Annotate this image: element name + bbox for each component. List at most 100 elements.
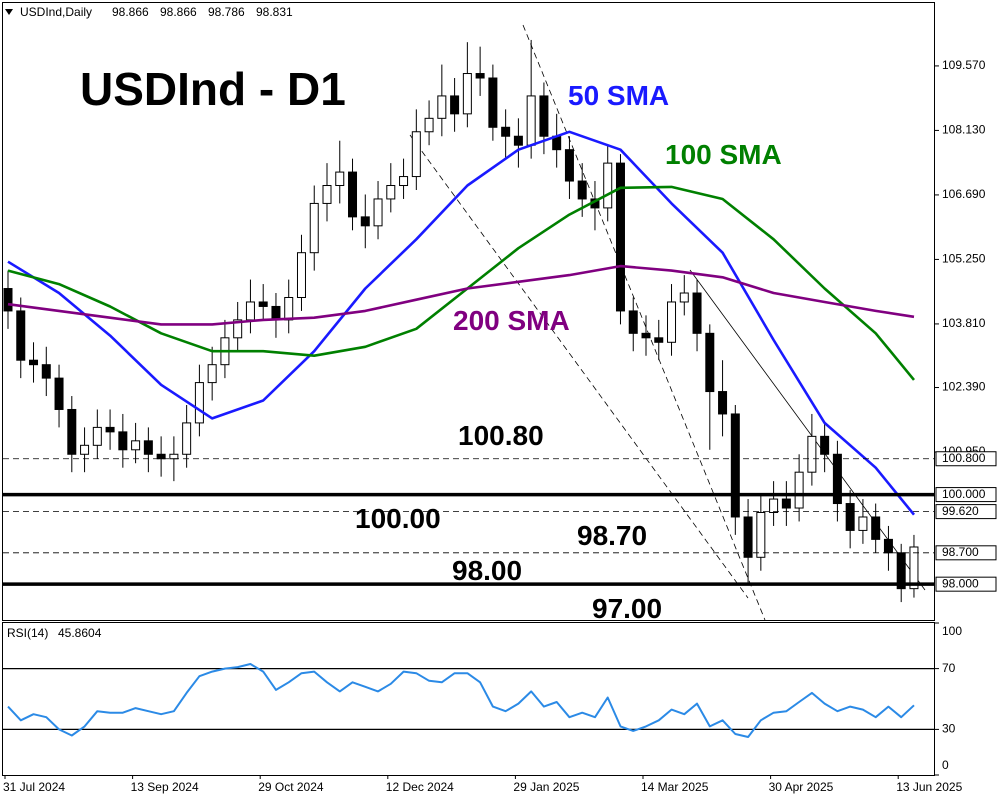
x-tick-label: 29 Oct 2024 <box>258 780 324 794</box>
candle-body <box>143 440 153 455</box>
candle-body <box>832 453 842 505</box>
candle-body <box>641 332 651 339</box>
axes: 109.570 108.130 106.690 105.250 103.810 102.3… <box>3 58 997 794</box>
candle-body <box>386 185 396 200</box>
candle-body <box>156 453 166 460</box>
level-annotation: 100.00 <box>355 503 441 534</box>
header-symbol: USDInd,Daily <box>20 5 92 19</box>
candle-body <box>258 301 268 307</box>
level-label: 98.000 <box>942 576 979 590</box>
candle-body <box>909 546 919 590</box>
candle-body <box>296 252 306 298</box>
candle-body <box>271 305 281 321</box>
candle-body <box>718 391 728 415</box>
rsi-panel <box>2 622 935 776</box>
candle-body <box>564 149 574 182</box>
header-close: 98.831 <box>256 5 293 19</box>
level-annotation: 98.00 <box>452 555 522 586</box>
y-tick-label: 103.810 <box>942 316 986 330</box>
candle-body <box>539 95 549 137</box>
y-tick-label: 109.570 <box>942 58 986 72</box>
rsi-tick-label: 100 <box>942 624 962 638</box>
header-high: 98.866 <box>160 5 197 19</box>
x-tick-label: 29 Jan 2025 <box>513 780 579 794</box>
candle-body <box>29 359 39 366</box>
candle-body <box>603 162 613 209</box>
candle-body <box>3 288 13 312</box>
rsi-title: RSI(14) <box>7 626 48 640</box>
rsi-last-value: 45.8604 <box>58 626 102 640</box>
candle-body <box>118 431 128 451</box>
candle-body <box>577 180 587 200</box>
candle-body <box>858 516 868 531</box>
candle-body <box>615 162 625 312</box>
x-tick-label: 30 Apr 2025 <box>769 780 834 794</box>
candle-body <box>169 453 179 460</box>
candle-body <box>654 337 664 343</box>
level-box <box>935 451 997 467</box>
candle-body <box>488 77 498 128</box>
y-tick-label: 106.690 <box>942 187 986 201</box>
price-panel <box>2 2 935 621</box>
candle-body <box>743 516 753 558</box>
rsi-tick-label: 70 <box>942 661 956 675</box>
candle-body <box>794 471 804 509</box>
candle-body <box>781 498 791 509</box>
sma-line <box>7 264 915 326</box>
candle-body <box>233 319 243 339</box>
candle-body <box>92 426 102 446</box>
level-label: 99.620 <box>942 504 979 518</box>
level-annotation: 100.80 <box>458 420 544 451</box>
x-tick-label: 12 Dec 2024 <box>386 780 454 794</box>
candle-body <box>475 73 485 79</box>
y-tick-label: 105.250 <box>942 252 986 266</box>
trend-lines <box>409 24 926 620</box>
sma-label: 50 SMA <box>568 80 669 111</box>
candle-body <box>194 382 204 424</box>
level-box <box>935 487 997 503</box>
candle-body <box>207 364 217 384</box>
candle-body <box>411 131 421 178</box>
candle-body <box>284 296 294 321</box>
candle-body <box>526 95 536 146</box>
candle-body <box>131 440 141 451</box>
candle-body <box>54 377 64 410</box>
level-label: 98.700 <box>942 545 979 559</box>
candle-body <box>348 171 358 218</box>
candle-body <box>182 422 192 455</box>
candle-body <box>820 435 830 455</box>
candle-body <box>335 171 345 187</box>
candle-body <box>730 413 740 518</box>
level-annotation: 98.70 <box>577 520 647 551</box>
x-tick-label: 31 Jul 2024 <box>3 780 65 794</box>
x-tick-label: 14 Mar 2025 <box>641 780 709 794</box>
candle-body <box>845 503 855 531</box>
candle-body <box>756 511 766 558</box>
candle-body <box>807 435 817 473</box>
candle-body <box>513 135 523 146</box>
level-box <box>935 545 997 561</box>
candle-body <box>667 301 677 343</box>
chart-title: USDInd - D1 <box>80 63 346 115</box>
candle-body <box>896 552 906 590</box>
level-label: 100.800 <box>942 451 986 465</box>
sma-label: 100 SMA <box>665 139 782 170</box>
header-open: 98.866 <box>112 5 149 19</box>
level-label: 100.000 <box>942 487 986 501</box>
candle-body <box>769 498 779 513</box>
candle-body <box>424 117 434 133</box>
candle-body <box>322 185 332 204</box>
channel-upper <box>522 24 766 620</box>
candle-body <box>309 202 319 254</box>
menu-triangle <box>5 9 13 15</box>
level-box <box>935 504 997 520</box>
candle-body <box>245 301 255 321</box>
rsi-tick-label: 30 <box>942 722 956 736</box>
candle-body <box>41 364 51 379</box>
candle-body <box>705 332 715 393</box>
candle-body <box>883 538 893 554</box>
candle-body <box>679 292 689 303</box>
